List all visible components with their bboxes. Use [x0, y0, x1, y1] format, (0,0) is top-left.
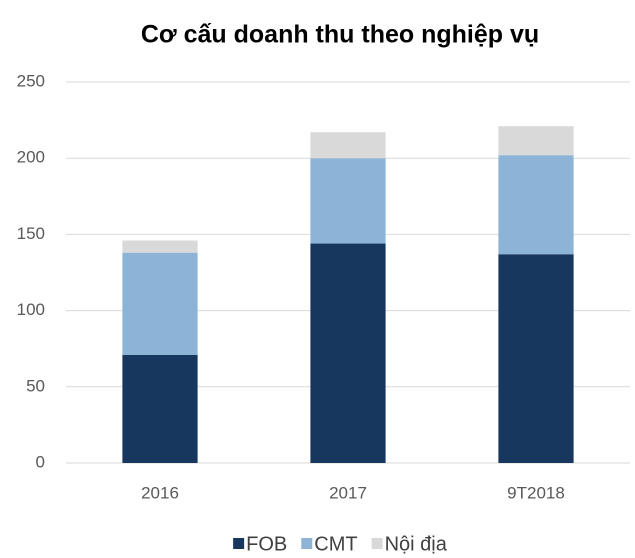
legend-label: Nội địa: [385, 533, 448, 555]
legend-swatch: [233, 538, 245, 549]
bar-segment: [498, 155, 574, 255]
y-tick-label: 250: [17, 71, 45, 90]
bar-segment: [498, 126, 574, 156]
y-tick-label: 150: [17, 224, 45, 243]
bar-segment: [122, 240, 198, 253]
y-tick-label: 200: [17, 148, 45, 167]
bar-segment: [122, 252, 198, 355]
bar-segment: [498, 254, 574, 463]
bar-segment: [310, 132, 386, 159]
bar-segment: [122, 354, 198, 463]
legend-swatch: [371, 538, 383, 549]
y-tick-label: 100: [17, 300, 45, 319]
legend-label: CMT: [314, 533, 357, 555]
y-tick-label: 0: [36, 452, 45, 471]
legend-label: FOB: [246, 533, 287, 555]
legend-swatch: [301, 538, 313, 549]
chart-title: Cơ cấu doanh thu theo nghiệp vụ: [141, 21, 539, 49]
x-tick-label: 2016: [141, 483, 179, 502]
x-tick-label: 2017: [329, 483, 367, 502]
bar-segment: [310, 158, 386, 244]
y-tick-label: 50: [26, 376, 45, 395]
x-tick-label: 9T2018: [507, 483, 565, 502]
bar-segment: [310, 243, 386, 463]
